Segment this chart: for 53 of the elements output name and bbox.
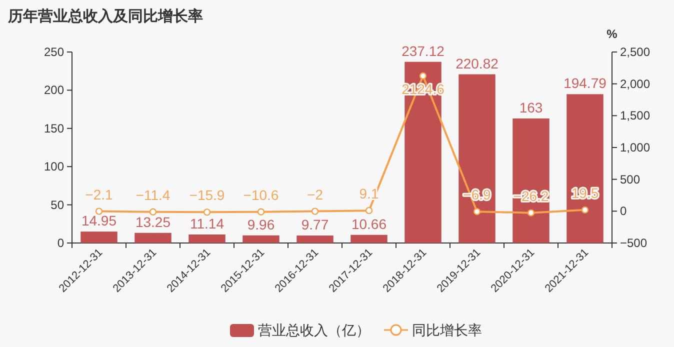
bar <box>80 232 118 243</box>
point <box>581 206 589 214</box>
bar <box>296 236 334 243</box>
point <box>365 206 373 214</box>
point <box>95 208 103 215</box>
point <box>527 209 535 216</box>
y2-tick-label: 0 <box>620 204 627 218</box>
data-label: 9.77 <box>301 216 329 233</box>
y2-tick-label: 2,000 <box>620 76 650 91</box>
y2-tick-label: 1,500 <box>620 108 650 123</box>
data-label: 19.5 <box>571 184 599 201</box>
y-tick-label: 0 <box>57 236 64 250</box>
data-label: −15.9 <box>189 187 225 204</box>
y-tick-label: 250 <box>44 45 64 59</box>
data-label: 237.12 <box>402 42 445 59</box>
data-label: 9.96 <box>247 216 275 232</box>
y-tick-label: 150 <box>44 121 64 136</box>
legend-label: 营业总收入（亿） <box>258 322 370 338</box>
y-tick-label: 200 <box>44 83 64 98</box>
data-label: −11.4 <box>136 186 170 203</box>
point <box>149 208 157 216</box>
y-tick-label: 50 <box>50 198 64 212</box>
point <box>473 208 481 216</box>
point <box>311 208 319 215</box>
data-label: 13.25 <box>135 214 171 230</box>
y2-tick-label: −500 <box>620 236 648 250</box>
data-label: −10.6 <box>243 186 279 203</box>
legend-label: 同比增长率 <box>412 322 482 338</box>
data-label: −2 <box>307 186 324 202</box>
bar <box>350 234 388 243</box>
data-label: −2.1 <box>85 186 114 202</box>
bar <box>512 118 550 243</box>
y2-axis-title: % <box>606 27 618 41</box>
y2-tick-label: 2,500 <box>620 45 650 59</box>
bar <box>242 235 280 243</box>
data-label: 10.66 <box>351 216 387 232</box>
data-label: 163 <box>519 99 543 116</box>
bar <box>458 74 496 243</box>
data-label: 194.79 <box>564 75 607 92</box>
chart-title: 历年营业总收入及同比增长率 <box>7 7 203 25</box>
y2-tick-label: 500 <box>620 172 640 186</box>
y2-tick-label: 1,000 <box>620 140 650 154</box>
data-label: 14.95 <box>81 212 117 229</box>
data-label: 220.82 <box>456 55 499 72</box>
bar <box>566 94 604 243</box>
point <box>419 72 427 80</box>
bar <box>134 232 172 243</box>
bar <box>188 234 226 243</box>
data-label: −26.2 <box>513 188 549 204</box>
y-tick-label: 100 <box>44 160 64 174</box>
point <box>203 208 211 216</box>
point <box>257 208 265 216</box>
data-label: 11.14 <box>190 215 224 232</box>
